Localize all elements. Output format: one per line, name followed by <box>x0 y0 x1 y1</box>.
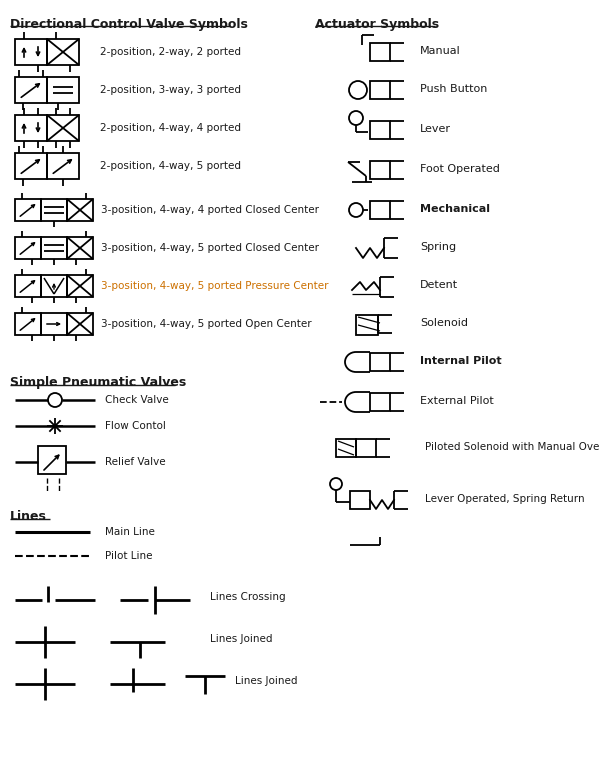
Bar <box>336 439 356 457</box>
Text: Push Button: Push Button <box>420 84 487 94</box>
Bar <box>15 77 47 103</box>
Text: 2-position, 3-way, 3 ported: 2-position, 3-way, 3 ported <box>100 85 241 95</box>
Bar <box>15 199 41 221</box>
Bar <box>15 115 47 141</box>
Text: Internal Pilot: Internal Pilot <box>420 356 502 366</box>
Bar <box>67 275 93 297</box>
Bar <box>15 153 47 179</box>
Bar <box>67 237 93 259</box>
Text: Manual: Manual <box>420 46 461 56</box>
Text: Lines Crossing: Lines Crossing <box>210 592 286 602</box>
Text: Solenoid: Solenoid <box>420 318 468 328</box>
Text: Foot Operated: Foot Operated <box>420 164 500 174</box>
Bar <box>350 491 370 509</box>
Bar <box>15 275 41 297</box>
Bar <box>370 353 390 371</box>
Text: Actuator Symbols: Actuator Symbols <box>315 18 439 31</box>
Bar <box>47 153 79 179</box>
Bar <box>15 313 41 335</box>
Bar <box>356 439 376 457</box>
Text: 2-position, 2-way, 2 ported: 2-position, 2-way, 2 ported <box>100 47 241 57</box>
Bar <box>370 393 390 411</box>
Text: 3-position, 4-way, 5 ported Pressure Center: 3-position, 4-way, 5 ported Pressure Cen… <box>101 281 329 291</box>
Bar <box>67 313 93 335</box>
Bar <box>47 115 79 141</box>
Bar <box>47 77 79 103</box>
Text: Directional Control Valve Symbols: Directional Control Valve Symbols <box>10 18 248 31</box>
Text: External Pilot: External Pilot <box>420 396 494 406</box>
Bar <box>41 275 67 297</box>
Text: Lever: Lever <box>420 124 451 134</box>
Text: Flow Contol: Flow Contol <box>105 421 166 431</box>
Text: Lines Joined: Lines Joined <box>210 634 272 644</box>
Text: Piloted Solenoid with Manual Override: Piloted Solenoid with Manual Override <box>425 442 600 452</box>
Text: Simple Pneumatic Valves: Simple Pneumatic Valves <box>10 376 186 389</box>
Text: Lines: Lines <box>10 510 47 523</box>
Text: Spring: Spring <box>420 242 456 252</box>
Text: 3-position, 4-way, 4 ported Closed Center: 3-position, 4-way, 4 ported Closed Cente… <box>101 205 319 215</box>
Text: 3-position, 4-way, 5 ported Closed Center: 3-position, 4-way, 5 ported Closed Cente… <box>101 243 319 253</box>
Text: Lines Joined: Lines Joined <box>235 676 298 686</box>
Bar <box>370 43 390 61</box>
Text: Mechanical: Mechanical <box>420 204 490 214</box>
Text: Main Line: Main Line <box>105 527 155 537</box>
Bar <box>370 161 390 179</box>
Bar <box>15 39 47 65</box>
Text: Check Valve: Check Valve <box>105 395 169 405</box>
Bar <box>67 199 93 221</box>
Text: Pilot Line: Pilot Line <box>105 551 152 561</box>
Text: 2-position, 4-way, 5 ported: 2-position, 4-way, 5 ported <box>100 161 241 171</box>
Bar <box>370 81 390 99</box>
Bar <box>41 237 67 259</box>
Text: Lever Operated, Spring Return: Lever Operated, Spring Return <box>425 494 584 504</box>
Text: Detent: Detent <box>420 280 458 290</box>
Bar <box>370 201 390 219</box>
Text: Relief Valve: Relief Valve <box>105 457 166 467</box>
Bar <box>41 199 67 221</box>
Bar <box>38 446 66 474</box>
Bar <box>15 237 41 259</box>
Bar <box>47 39 79 65</box>
Bar <box>370 121 390 139</box>
Text: 3-position, 4-way, 5 ported Open Center: 3-position, 4-way, 5 ported Open Center <box>101 319 311 329</box>
Bar <box>356 315 378 335</box>
Bar <box>41 313 67 335</box>
Text: 2-position, 4-way, 4 ported: 2-position, 4-way, 4 ported <box>100 123 241 133</box>
